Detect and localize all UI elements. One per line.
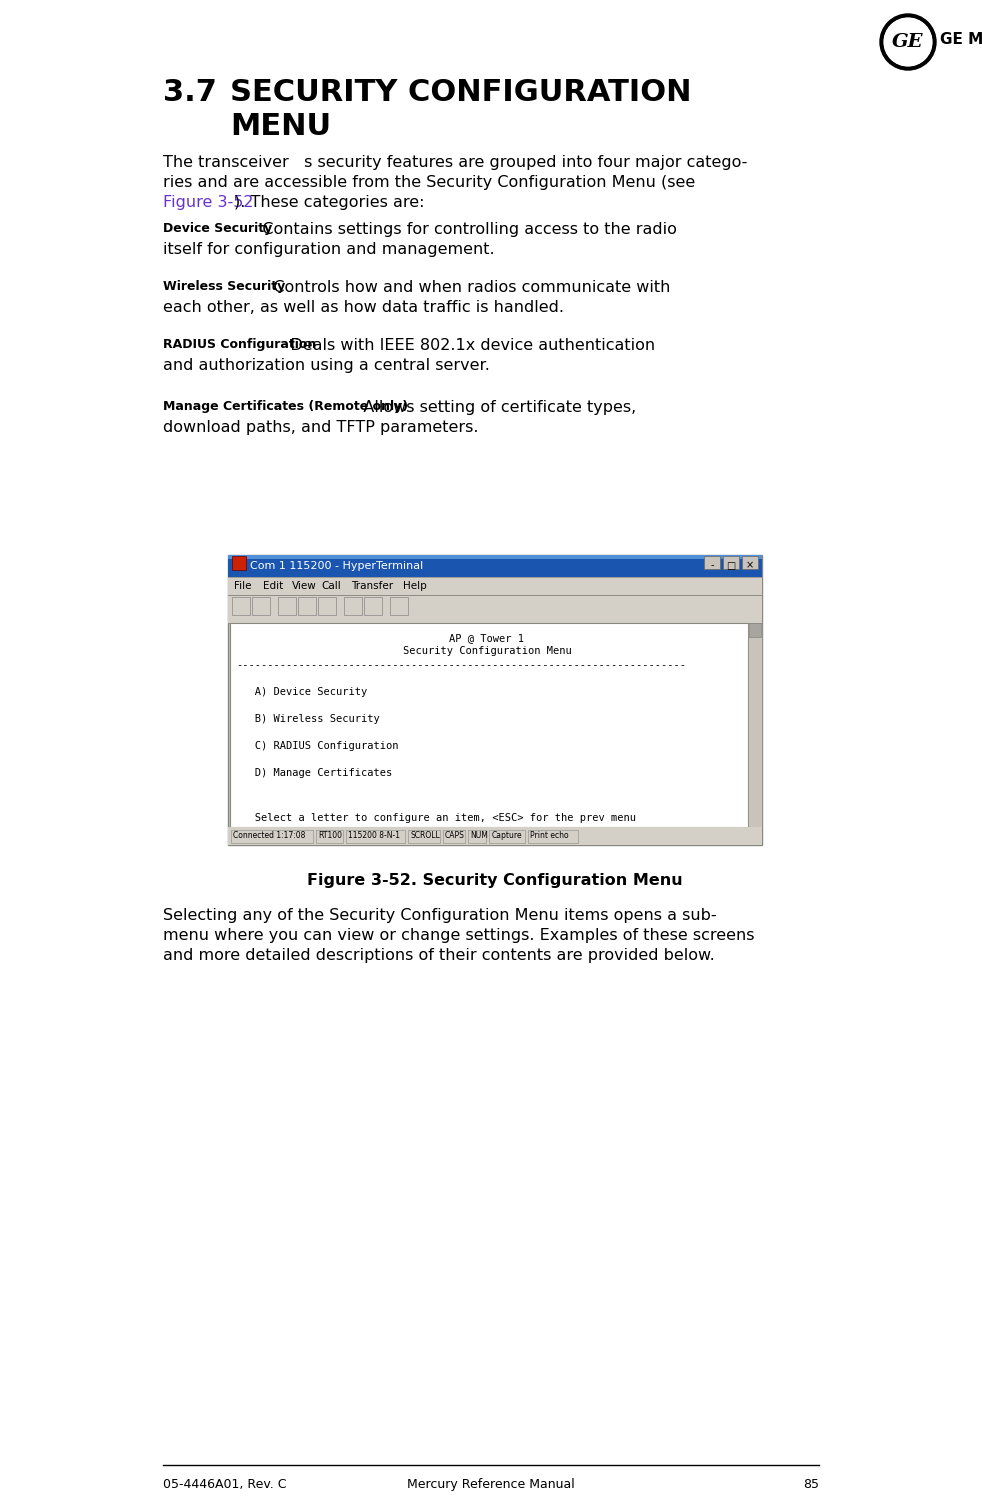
Text: ). These categories are:: ). These categories are: [235,195,425,210]
Text: Manage Certificates (Remote only): Manage Certificates (Remote only) [163,399,409,413]
Bar [489,830,525,844]
Text: ×: × [746,560,754,570]
Text: and more detailed descriptions of their contents are provided below.: and more detailed descriptions of their … [163,949,715,964]
Text: Device Security: Device Security [163,222,272,236]
Bar [742,555,758,569]
Text: Deals with IEEE 802.1x device authentication: Deals with IEEE 802.1x device authentica… [275,338,655,353]
Bar [748,623,762,827]
Text: Figure 3-52: Figure 3-52 [163,195,253,210]
Bar [443,830,465,844]
Text: Selecting any of the Security Configuration Menu items opens a sub-: Selecting any of the Security Configurat… [163,908,717,923]
Bar [252,597,270,615]
Text: Select a letter to configure an item, <ESC> for the prev menu: Select a letter to configure an item, <E… [236,814,636,823]
Bar [228,555,762,576]
Text: Connected 1:17:08: Connected 1:17:08 [233,832,305,841]
Bar [468,830,486,844]
Text: View: View [293,581,317,591]
Text: Wireless Security: Wireless Security [163,281,285,293]
Bar [723,555,739,569]
Text: 05-4446A01, Rev. C: 05-4446A01, Rev. C [163,1478,287,1490]
Text: GE MDS: GE MDS [940,33,982,48]
Text: Allows setting of certificate types,: Allows setting of certificate types, [348,399,636,414]
Bar [298,597,316,615]
Ellipse shape [880,14,936,71]
Bar [704,555,720,569]
Text: □: □ [727,560,736,570]
Text: The transceiver   s security features are grouped into four major catego-: The transceiver s security features are … [163,155,747,170]
Text: 85: 85 [803,1478,819,1490]
Text: each other, as well as how data traffic is handled.: each other, as well as how data traffic … [163,300,564,315]
Ellipse shape [884,18,932,66]
Text: 3.7: 3.7 [163,78,217,107]
Text: D) Manage Certificates: D) Manage Certificates [236,769,392,778]
Text: SCROLL: SCROLL [410,832,440,841]
Text: Mercury Reference Manual: Mercury Reference Manual [408,1478,574,1490]
Text: AP @ Tower 1: AP @ Tower 1 [450,633,524,642]
Text: Security Configuration Menu: Security Configuration Menu [403,647,572,656]
Text: itself for configuration and management.: itself for configuration and management. [163,242,495,257]
Text: RADIUS Configuration: RADIUS Configuration [163,338,316,351]
Text: download paths, and TFTP parameters.: download paths, and TFTP parameters. [163,420,478,435]
Text: Help: Help [404,581,427,591]
Text: Call: Call [321,581,342,591]
Bar [228,576,762,594]
Text: ries and are accessible from the Security Configuration Menu (see: ries and are accessible from the Securit… [163,176,695,191]
Bar [230,623,748,827]
Text: 115200 8-N-1: 115200 8-N-1 [349,832,401,841]
Text: -: - [710,560,714,570]
Text: Print echo: Print echo [530,832,569,841]
Text: Contains settings for controlling access to the radio: Contains settings for controlling access… [247,222,677,237]
Text: Figure 3-52. Security Configuration Menu: Figure 3-52. Security Configuration Menu [307,874,682,889]
Bar [344,597,362,615]
Bar [228,594,762,623]
Text: GE: GE [893,33,924,51]
Text: CAPS: CAPS [445,832,464,841]
Bar [364,597,382,615]
Text: B) Wireless Security: B) Wireless Security [236,714,380,723]
Text: Com 1 115200 - HyperTerminal: Com 1 115200 - HyperTerminal [250,561,423,570]
Bar [228,555,762,845]
Bar [232,555,246,570]
Text: File: File [234,581,251,591]
Bar [390,597,408,615]
Text: Transfer: Transfer [351,581,393,591]
Text: A) Device Security: A) Device Security [236,687,367,696]
Text: and authorization using a central server.: and authorization using a central server… [163,359,490,374]
Text: Edit: Edit [263,581,284,591]
Bar [316,830,343,844]
Bar [232,597,250,615]
Bar [318,597,336,615]
Bar [278,597,296,615]
Bar [528,830,578,844]
Bar [231,830,313,844]
Bar [228,555,762,558]
Text: NUM: NUM [470,832,488,841]
Bar [228,827,762,845]
Bar [409,830,440,844]
Text: Controls how and when radios communicate with: Controls how and when radios communicate… [258,281,671,296]
Text: Capture: Capture [491,832,521,841]
Text: C) RADIUS Configuration: C) RADIUS Configuration [236,741,399,750]
Text: RT100: RT100 [318,832,342,841]
Bar [749,623,761,636]
Text: SECURITY CONFIGURATION: SECURITY CONFIGURATION [230,78,691,107]
Bar [347,830,406,844]
Text: ------------------------------------------------------------------------: ----------------------------------------… [236,660,686,669]
Text: MENU: MENU [230,113,331,141]
Text: menu where you can view or change settings. Examples of these screens: menu where you can view or change settin… [163,928,754,943]
